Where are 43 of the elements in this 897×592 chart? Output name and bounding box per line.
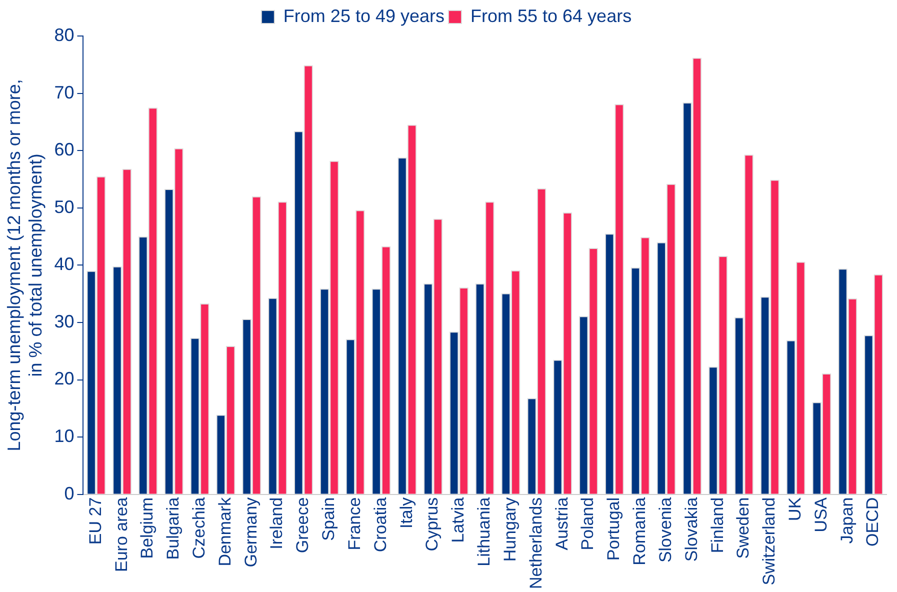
x-tick-label: Slovenia: [656, 496, 675, 563]
x-tick-label: France: [344, 497, 364, 550]
x-tick-label: Denmark: [215, 496, 234, 566]
x-tick-label: Italy: [396, 496, 416, 529]
x-tick-label: Sweden: [734, 497, 753, 559]
x-tick-label: Latvia: [448, 496, 468, 543]
x-tick-label: Euro area: [112, 496, 131, 572]
y-tick-label: 50: [54, 196, 74, 217]
y-tick-label: 10: [54, 426, 74, 446]
x-tick-label: Czechia: [190, 496, 209, 559]
x-tick-label: Cyprus: [422, 497, 442, 552]
x-tick-label: USA: [811, 496, 830, 532]
x-tick-label: Finland: [708, 497, 727, 554]
x-tick-label: Portugal: [604, 497, 624, 561]
x-tick-label: Lithuania: [474, 496, 494, 566]
x-tick-label: Japan: [837, 497, 856, 544]
x-tick-label: Croatia: [370, 496, 390, 552]
x-tick-label: Spain: [319, 497, 338, 541]
legend-label: From 55 to 64 years: [470, 6, 632, 26]
y-tick-label: 70: [54, 82, 74, 102]
x-tick-label: Belgium: [138, 497, 157, 559]
x-tick-label: Netherlands: [526, 497, 546, 590]
legend-label: From 25 to 49 years: [283, 6, 445, 26]
x-tick-label: Germany: [241, 496, 260, 568]
x-tick-label: OECD: [863, 497, 882, 546]
y-tick-label: 30: [54, 311, 74, 332]
y-tick-label: 80: [54, 24, 74, 45]
y-tick-label: 60: [54, 140, 74, 160]
x-tick-label: Ireland: [267, 497, 286, 550]
x-tick-label: Slovakia: [682, 496, 701, 562]
x-tick-label: UK: [785, 496, 804, 521]
y-tick-label: 0: [64, 483, 74, 504]
y-tick-label: 40: [54, 254, 74, 274]
y-axis-title: Long-term unemployment (12 months or more, in % of total unemployment): [4, 79, 46, 452]
x-tick-label: Austria: [552, 496, 572, 550]
x-tick-label: EU 27: [86, 497, 105, 545]
x-tick-label: Switzerland: [760, 497, 779, 586]
x-tick-label: Bulgaria: [164, 496, 183, 560]
x-tick-label: Greece: [293, 497, 312, 554]
x-tick-label: Poland: [578, 497, 598, 550]
x-tick-label: Romania: [630, 496, 650, 566]
x-tick-label: Hungary: [500, 496, 520, 562]
y-tick-label: 20: [54, 368, 74, 389]
